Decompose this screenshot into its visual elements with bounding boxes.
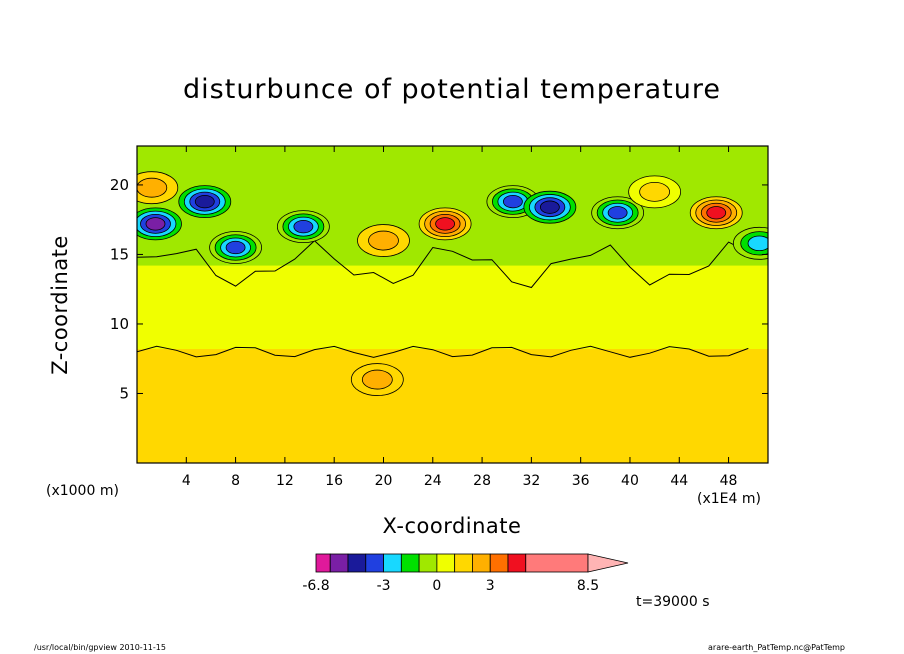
colorbar-swatch — [455, 554, 473, 572]
colorbar-swatch — [401, 554, 419, 572]
x-tick-label: 28 — [473, 473, 491, 489]
disturbance-cell — [226, 241, 245, 254]
x-tick-label: 20 — [375, 473, 393, 489]
colorbar-swatch — [508, 554, 526, 572]
x-unit-right: (x1E4 m) — [697, 491, 761, 507]
disturbance-cell — [436, 218, 455, 231]
colorbar-extension — [588, 554, 628, 572]
figure: disturbunce of potential temperature 481… — [0, 0, 904, 654]
x-tick-label: 44 — [670, 473, 688, 489]
footer-source: arare-earth_PatTemp.nc@PatTemp — [708, 643, 845, 652]
x-unit-left: (x1000 m) — [46, 483, 119, 499]
colorbar-tick-label: -6.8 — [302, 578, 329, 594]
colorbar-swatch — [366, 554, 384, 572]
x-axis-label: X-coordinate — [0, 514, 904, 538]
x-tick-label: 24 — [424, 473, 442, 489]
disturbance-cell — [294, 220, 313, 233]
x-tick-label: 16 — [325, 473, 343, 489]
colorbar-swatch — [330, 554, 348, 572]
x-tick-label: 36 — [572, 473, 590, 489]
x-tick-label: 4 — [182, 473, 191, 489]
disturbance-cell — [640, 182, 670, 201]
plot-svg: 4 8 12 16 20 24 28 32 36 40 44 485101520 -6.8 -3 0 3 8.… — [0, 0, 904, 654]
y-tick-label: 5 — [119, 384, 129, 402]
y-tick-label: 10 — [110, 315, 129, 333]
colorbar-swatch — [316, 554, 330, 572]
colorbar-tick-label: -3 — [377, 578, 391, 594]
colorbar-swatch — [348, 554, 366, 572]
colorbar-tick-label: 3 — [486, 578, 495, 594]
x-tick-label: 12 — [276, 473, 294, 489]
disturbance-cell — [748, 236, 771, 251]
x-tick-label: 8 — [231, 473, 240, 489]
colorbar-swatch — [384, 554, 402, 572]
disturbance-cell — [362, 370, 392, 389]
disturbance-cell — [608, 206, 627, 219]
x-tick-label: 40 — [621, 473, 639, 489]
colorbar-swatch — [472, 554, 490, 572]
x-tick-label: 32 — [522, 473, 540, 489]
colorbar-tick-label: 8.5 — [577, 578, 599, 594]
disturbance-cell — [707, 206, 726, 219]
x-tick-label: 48 — [720, 473, 738, 489]
colorbar-tick-label: 0 — [432, 578, 441, 594]
colorbar-swatch — [437, 554, 455, 572]
disturbance-cell — [503, 195, 522, 208]
colorbar-swatch — [490, 554, 508, 572]
y-tick-label: 20 — [110, 176, 129, 194]
colorbar-swatch — [419, 554, 437, 572]
boundary-layer-band — [137, 349, 768, 463]
footer-command: /usr/local/bin/gpview 2010-11-15 — [34, 643, 166, 652]
colorbar-swatch — [526, 554, 588, 572]
disturbance-cell — [368, 231, 398, 250]
time-label: t=39000 s — [636, 594, 710, 610]
disturbance-cell — [195, 195, 214, 208]
disturbance-cell — [137, 178, 167, 197]
y-tick-label: 15 — [110, 245, 129, 263]
y-axis-label: Z-coordinate — [48, 235, 72, 375]
disturbance-cell — [146, 218, 165, 231]
disturbance-cell — [540, 201, 559, 214]
